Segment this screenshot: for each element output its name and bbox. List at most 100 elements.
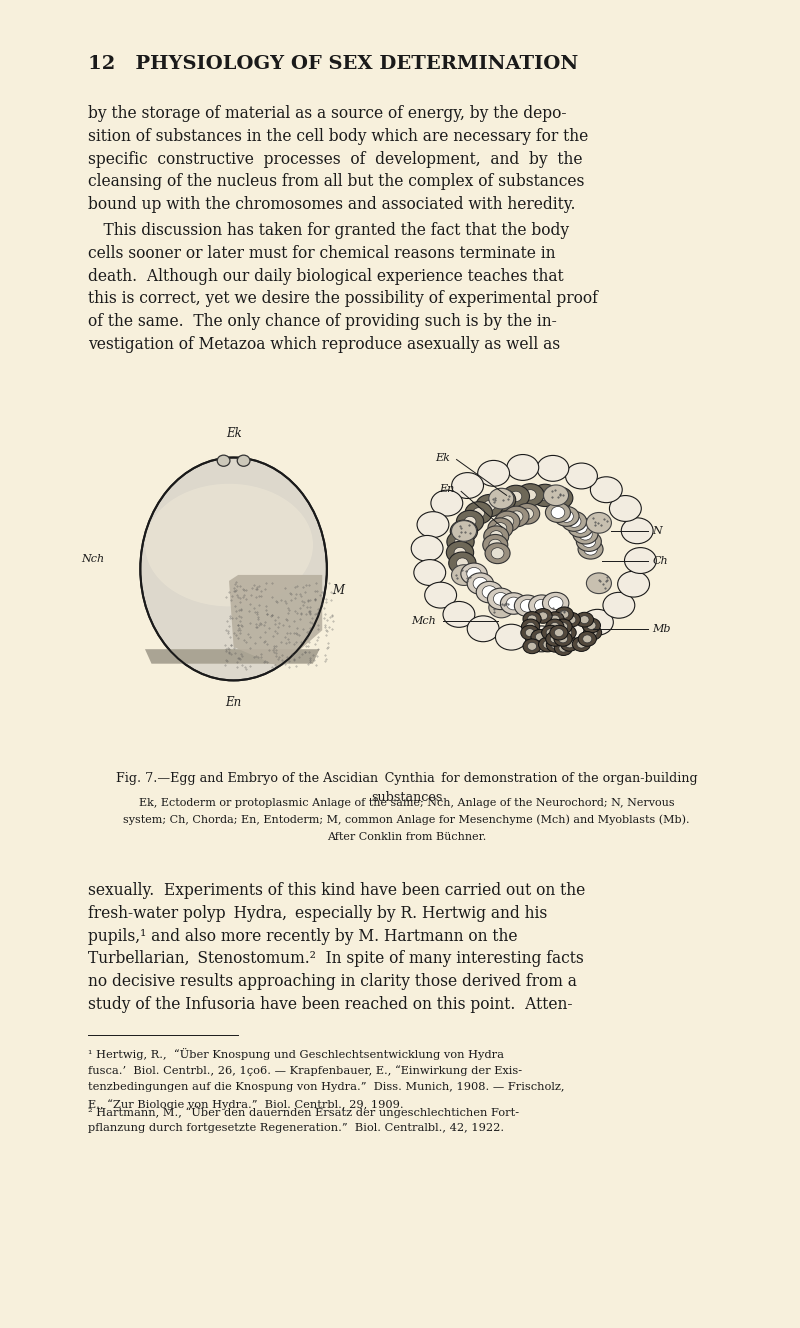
Ellipse shape — [549, 596, 563, 610]
Ellipse shape — [554, 640, 573, 656]
Ellipse shape — [218, 456, 230, 466]
Ellipse shape — [537, 456, 569, 481]
Ellipse shape — [521, 509, 534, 519]
Text: Ek, Ectoderm or protoplasmic Anlage of the same; Nch, Anlage of the Neurochord; : Ek, Ectoderm or protoplasmic Anlage of t… — [138, 798, 674, 807]
Ellipse shape — [546, 502, 570, 522]
Ellipse shape — [527, 615, 537, 623]
Ellipse shape — [465, 502, 492, 525]
Ellipse shape — [554, 632, 572, 647]
Ellipse shape — [586, 513, 611, 533]
Ellipse shape — [538, 637, 557, 652]
Text: substances: substances — [371, 791, 442, 803]
Ellipse shape — [582, 635, 592, 643]
Text: Fig. 7.—Egg and Embryo of the Ascidian  Cynthia  for demonstration of the organ-: Fig. 7.—Egg and Embryo of the Ascidian C… — [116, 772, 698, 785]
Ellipse shape — [546, 487, 573, 509]
Ellipse shape — [562, 612, 580, 627]
Ellipse shape — [526, 625, 558, 652]
Ellipse shape — [542, 592, 569, 614]
Text: of the same.  The only chance of providing such is by the in-: of the same. The only chance of providin… — [88, 313, 557, 331]
Ellipse shape — [531, 485, 558, 506]
Ellipse shape — [464, 517, 476, 527]
Text: cleansing of the nucleus from all but the complex of substances: cleansing of the nucleus from all but th… — [88, 174, 584, 190]
Ellipse shape — [467, 572, 494, 595]
Ellipse shape — [414, 559, 446, 586]
Ellipse shape — [140, 458, 327, 680]
Ellipse shape — [425, 582, 457, 608]
Ellipse shape — [495, 624, 527, 651]
Ellipse shape — [473, 578, 488, 590]
Ellipse shape — [566, 616, 576, 624]
Ellipse shape — [522, 619, 540, 633]
Text: death.  Although our daily biological experience teaches that: death. Although our daily biological exp… — [88, 268, 564, 284]
Ellipse shape — [574, 522, 587, 534]
Ellipse shape — [446, 542, 474, 563]
Text: sition of substances in the cell body which are necessary for the: sition of substances in the cell body wh… — [88, 127, 588, 145]
Ellipse shape — [482, 534, 508, 555]
Text: Nch: Nch — [81, 554, 104, 564]
Text: After Conklin from Büchner.: After Conklin from Büchner. — [327, 831, 486, 842]
Text: study of the Infusoria have been reached on this point.  Atten-: study of the Infusoria have been reached… — [88, 996, 573, 1013]
Text: 12   PHYSIOLOGY OF SEX DETERMINATION: 12 PHYSIOLOGY OF SEX DETERMINATION — [88, 54, 578, 73]
Ellipse shape — [496, 495, 508, 505]
Ellipse shape — [572, 636, 590, 652]
Ellipse shape — [520, 599, 535, 612]
Ellipse shape — [550, 625, 568, 640]
Ellipse shape — [568, 518, 593, 538]
Ellipse shape — [529, 595, 555, 616]
Ellipse shape — [582, 610, 614, 635]
Text: specific  constructive  processes  of  development,  and  by  the: specific constructive processes of devel… — [88, 150, 582, 167]
Ellipse shape — [610, 495, 642, 522]
Text: Turbellarian,  Stenostomum.²  In spite of many interesting facts: Turbellarian, Stenostomum.² In spite of … — [88, 951, 584, 967]
Ellipse shape — [501, 592, 527, 615]
Ellipse shape — [550, 623, 559, 631]
Ellipse shape — [578, 632, 596, 647]
Ellipse shape — [450, 521, 478, 542]
Ellipse shape — [489, 539, 502, 550]
Ellipse shape — [502, 485, 530, 507]
Text: ² Hartmann, M., “Über den dauernden Ersatz der ungeschlechtichen Fort-: ² Hartmann, M., “Über den dauernden Ersa… — [88, 1106, 519, 1118]
Ellipse shape — [466, 567, 482, 580]
Ellipse shape — [523, 639, 541, 653]
Ellipse shape — [558, 625, 576, 640]
Ellipse shape — [526, 628, 534, 636]
Ellipse shape — [555, 622, 587, 647]
Ellipse shape — [476, 582, 502, 603]
Ellipse shape — [467, 616, 499, 641]
Ellipse shape — [534, 608, 552, 623]
Text: pflanzung durch fortgesetzte Regeneration.”  Biol. Centralbl., 42, 1922.: pflanzung durch fortgesetzte Regeneratio… — [88, 1123, 504, 1133]
Ellipse shape — [488, 518, 513, 539]
Text: fusca.’  Biol. Centrbl., 26, 1ço6. — Krapfenbauer, E., “Einwirkung der Exis-: fusca.’ Biol. Centrbl., 26, 1ço6. — Krap… — [88, 1065, 522, 1076]
Text: vestigation of Metazoa which reproduce asexually as well as: vestigation of Metazoa which reproduce a… — [88, 336, 560, 353]
Ellipse shape — [550, 635, 559, 643]
Ellipse shape — [578, 539, 603, 559]
Ellipse shape — [554, 628, 563, 636]
Ellipse shape — [546, 628, 555, 636]
Ellipse shape — [559, 644, 568, 652]
Ellipse shape — [543, 640, 552, 648]
Ellipse shape — [590, 477, 622, 503]
Ellipse shape — [535, 633, 545, 641]
Ellipse shape — [145, 483, 313, 607]
Ellipse shape — [457, 510, 484, 533]
Text: no decisive results approaching in clarity those derived from a: no decisive results approaching in clari… — [88, 973, 577, 991]
Text: En: En — [439, 485, 454, 494]
Ellipse shape — [622, 518, 653, 543]
Ellipse shape — [546, 632, 564, 647]
Ellipse shape — [558, 623, 567, 631]
Ellipse shape — [526, 623, 535, 631]
Ellipse shape — [525, 490, 536, 501]
Text: This discussion has taken for granted the fact that the body: This discussion has taken for granted th… — [88, 222, 569, 239]
Ellipse shape — [514, 503, 540, 525]
Ellipse shape — [510, 511, 523, 522]
Ellipse shape — [542, 625, 560, 640]
Ellipse shape — [458, 526, 470, 537]
Text: cells sooner or later must for chemical reasons terminate in: cells sooner or later must for chemical … — [88, 244, 555, 262]
Ellipse shape — [431, 490, 462, 517]
Ellipse shape — [546, 612, 564, 627]
Text: this is correct, yet we desire the possibility of experimental proof: this is correct, yet we desire the possi… — [88, 291, 598, 307]
Ellipse shape — [580, 616, 589, 624]
Ellipse shape — [554, 619, 572, 633]
Ellipse shape — [521, 625, 539, 640]
Text: En: En — [226, 696, 242, 709]
Ellipse shape — [443, 602, 475, 627]
